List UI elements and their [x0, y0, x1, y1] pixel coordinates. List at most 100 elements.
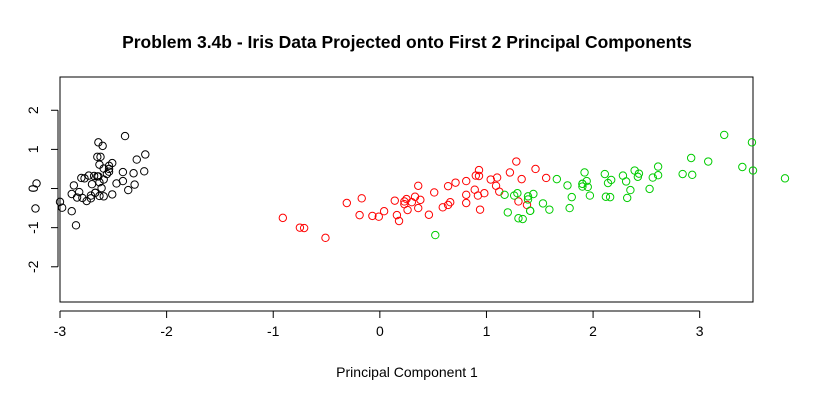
- data-point-series-1: [462, 190, 471, 199]
- data-point-series-1: [462, 198, 471, 208]
- data-point-series-2: [748, 166, 758, 175]
- data-point-series-1: [424, 210, 434, 219]
- data-point-series-1: [278, 213, 288, 223]
- data-point-series-1: [342, 198, 351, 208]
- data-point-series-1: [321, 233, 330, 243]
- data-point-series-1: [517, 174, 526, 184]
- data-point-series-0: [124, 185, 133, 195]
- data-point-series-1: [475, 205, 485, 214]
- data-point-series-0: [71, 221, 81, 230]
- y-tick-label: -1: [25, 221, 41, 234]
- y-tick-label: 2: [25, 106, 41, 114]
- data-point-series-1: [394, 216, 404, 226]
- data-point-series-2: [518, 214, 527, 224]
- x-tick-label: 0: [376, 323, 384, 339]
- data-point-series-0: [140, 167, 149, 176]
- data-point-series-2: [622, 193, 632, 203]
- data-point-series-2: [525, 206, 535, 216]
- plot-area: [59, 76, 754, 303]
- y-tick-label: 1: [25, 145, 41, 153]
- data-point-series-2: [653, 171, 663, 180]
- data-point-series-2: [738, 162, 747, 172]
- data-point-series-1: [430, 188, 439, 197]
- data-point-series-0: [86, 191, 96, 200]
- data-point-series-1: [368, 211, 377, 221]
- data-point-series-2: [431, 230, 440, 240]
- x-axis-label: Principal Component 1: [336, 364, 478, 380]
- data-point-series-0: [86, 194, 96, 203]
- data-point-series-0: [93, 152, 102, 162]
- data-point-series-0: [104, 167, 114, 176]
- data-point-series-2: [538, 199, 548, 208]
- data-point-series-2: [513, 189, 522, 198]
- data-point-series-0: [72, 193, 82, 202]
- points-layer: [31, 130, 790, 243]
- data-point-series-1: [299, 223, 309, 233]
- chart-title: Problem 3.4b - Iris Data Projected onto …: [122, 32, 692, 52]
- data-point-series-2: [645, 184, 654, 194]
- data-point-series-1: [295, 223, 305, 232]
- data-point-series-1: [357, 194, 366, 203]
- data-point-series-2: [514, 214, 523, 223]
- data-point-series-2: [580, 168, 589, 177]
- x-tick-label: 2: [589, 323, 597, 339]
- data-point-series-0: [95, 178, 104, 187]
- data-point-series-2: [563, 181, 572, 190]
- data-point-series-0: [69, 181, 79, 190]
- data-point-series-1: [443, 181, 453, 191]
- data-point-series-2: [585, 191, 595, 200]
- data-point-series-2: [678, 169, 687, 179]
- data-point-series-2: [545, 205, 554, 214]
- y-tick-label: 0: [25, 184, 41, 192]
- data-point-series-2: [621, 177, 631, 186]
- data-point-series-0: [67, 207, 76, 216]
- data-point-series-1: [392, 210, 402, 220]
- data-point-series-2: [780, 174, 790, 183]
- data-point-series-1: [541, 173, 551, 183]
- data-point-series-0: [78, 193, 87, 203]
- x-tick-label: 3: [696, 323, 704, 339]
- data-point-series-1: [416, 195, 425, 205]
- data-point-series-0: [55, 197, 65, 207]
- data-point-series-1: [438, 203, 447, 212]
- data-point-series-2: [686, 153, 696, 163]
- data-point-series-1: [531, 164, 540, 174]
- data-point-series-1: [414, 181, 423, 190]
- data-point-series-2: [578, 179, 587, 189]
- data-point-series-2: [500, 190, 509, 199]
- data-point-series-2: [605, 192, 615, 202]
- data-point-series-0: [118, 176, 128, 186]
- data-point-series-0: [80, 174, 89, 183]
- data-point-series-0: [120, 131, 130, 141]
- data-point-series-0: [99, 175, 108, 184]
- data-point-series-1: [443, 200, 453, 210]
- data-point-series-1: [486, 175, 495, 184]
- data-point-series-2: [626, 185, 635, 195]
- data-point-series-0: [130, 180, 139, 189]
- data-point-series-0: [57, 203, 67, 212]
- data-point-series-2: [529, 189, 538, 199]
- data-point-series-2: [633, 172, 643, 181]
- x-axis: -3 -2 -1 0 1 2 3: [54, 310, 704, 339]
- data-point-series-2: [578, 182, 587, 191]
- x-tick-label: 1: [483, 323, 491, 339]
- data-point-series-1: [492, 173, 502, 182]
- data-point-series-0: [95, 160, 104, 169]
- y-axis: -2 -1 0 1 2: [25, 106, 59, 273]
- x-tick-label: -2: [160, 323, 173, 339]
- data-point-series-1: [414, 203, 423, 213]
- data-point-series-0: [104, 161, 114, 171]
- x-tick-label: -1: [267, 323, 280, 339]
- data-point-series-2: [523, 195, 533, 204]
- data-point-series-2: [720, 130, 729, 140]
- data-point-series-2: [653, 162, 663, 171]
- data-point-series-1: [407, 198, 417, 207]
- data-point-series-0: [99, 192, 108, 201]
- data-point-series-0: [141, 150, 150, 159]
- data-point-series-1: [474, 171, 484, 181]
- data-point-series-0: [132, 155, 141, 164]
- data-point-series-2: [552, 174, 562, 184]
- data-point-series-2: [565, 203, 574, 213]
- data-point-series-2: [523, 192, 533, 201]
